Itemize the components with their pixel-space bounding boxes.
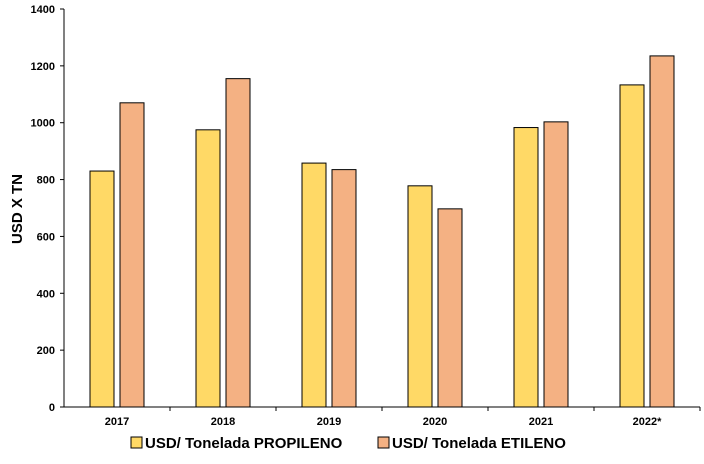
x-axis: 2017 2018 2019 2020 2021 2022* — [64, 406, 701, 428]
bar-etileno-2018 — [225, 78, 251, 408]
bar-propileno-2017 — [89, 170, 115, 408]
bar-etileno-2020 — [437, 208, 463, 408]
legend: USD/ Tonelada PROPILENO USD/ Tonelada ET… — [130, 435, 566, 452]
x-tick-label: 2022* — [633, 416, 662, 428]
y-tick-label: 1000 — [31, 118, 55, 130]
y-axis-label: USD X TN — [9, 174, 26, 244]
y-tick-label: 200 — [37, 345, 55, 357]
legend-label-etileno: USD/ Tonelada ETILENO — [392, 435, 566, 452]
bar-propileno-2021 — [513, 127, 539, 408]
bar-etileno-2017 — [119, 102, 145, 408]
y-tick-label: 600 — [37, 231, 55, 243]
x-tick-label: 2018 — [211, 416, 235, 428]
bar-propileno-2018 — [195, 129, 221, 408]
y-tick-label: 1400 — [31, 4, 55, 16]
x-tick-label: 2019 — [317, 416, 341, 428]
y-tick-label: 1200 — [31, 61, 55, 73]
y-tick-label: 400 — [37, 288, 55, 300]
legend-swatch-propileno — [130, 436, 143, 449]
bar-etileno-2019 — [331, 169, 357, 408]
bar-etileno-2022 — [649, 55, 675, 408]
y-tick-label: 0 — [49, 402, 55, 414]
y-tick-label: 800 — [37, 175, 55, 187]
x-tick-label: 2021 — [529, 416, 553, 428]
bar-propileno-2019 — [301, 162, 327, 408]
bar-etileno-2021 — [543, 121, 569, 408]
legend-label-propileno: USD/ Tonelada PROPILENO — [145, 435, 343, 452]
legend-swatch-etileno — [377, 436, 390, 449]
y-axis: 0 200 400 600 800 1000 1200 1400 — [31, 4, 65, 414]
bars — [89, 55, 675, 408]
x-tick-label: 2020 — [423, 416, 447, 428]
x-tick-label: 2017 — [105, 416, 129, 428]
bar-propileno-2022 — [619, 84, 645, 408]
bar-propileno-2020 — [407, 185, 433, 408]
